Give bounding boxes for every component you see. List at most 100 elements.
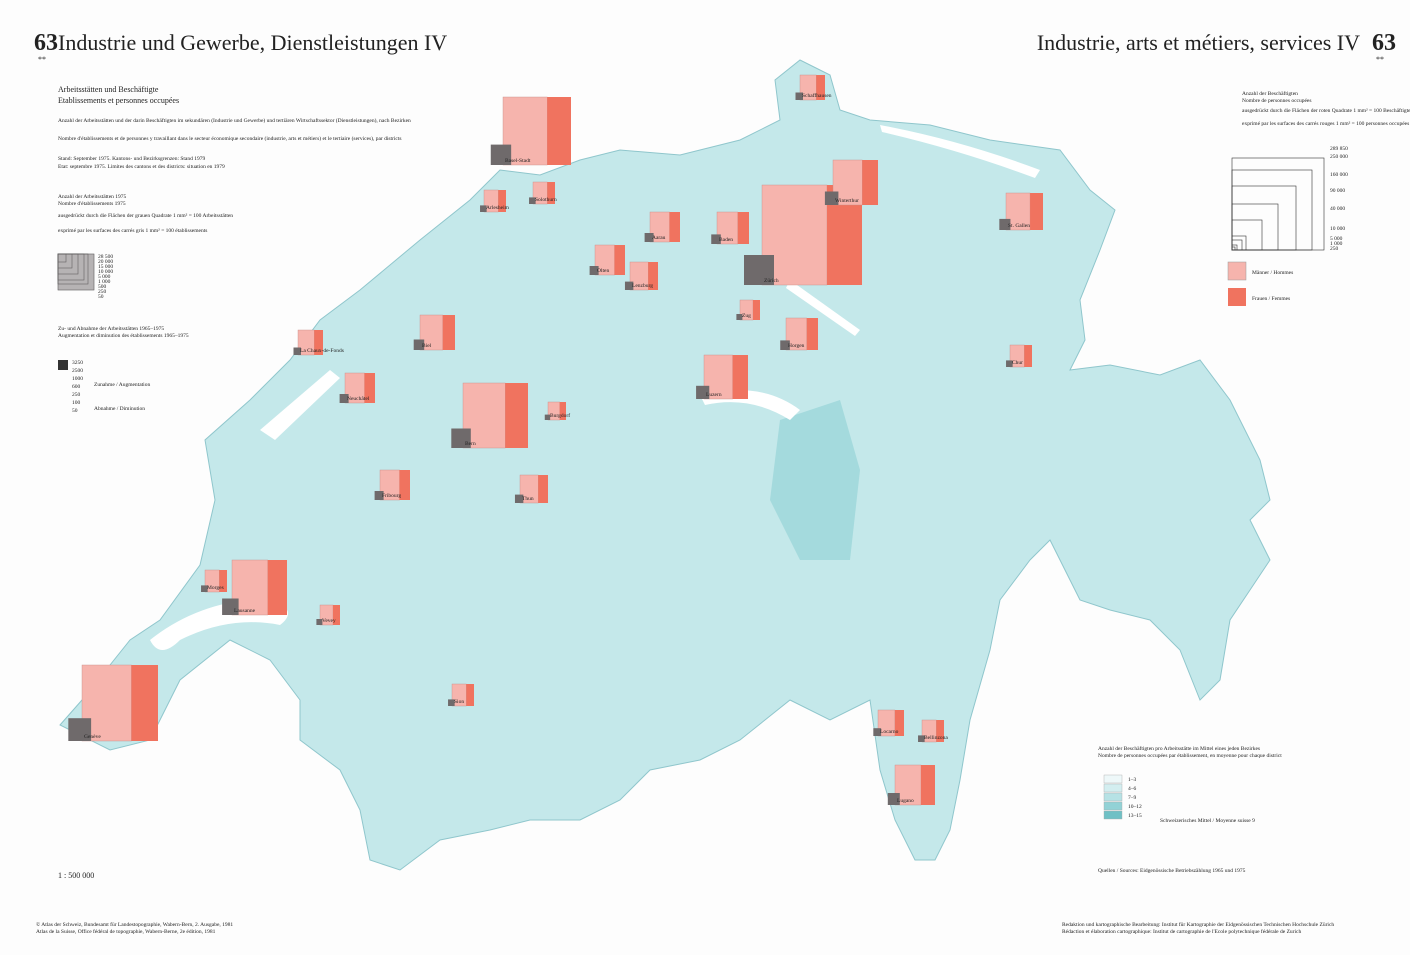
label: Zu- und Abnahme der Arbeitsstätten 1965–…: [58, 326, 164, 332]
label: ausgedrückt durch die Flächen der grauen…: [58, 213, 233, 219]
establishments: [448, 699, 455, 706]
label: Burgdorf: [550, 412, 570, 419]
label: Lausanne: [234, 608, 256, 614]
employees-women: [466, 684, 474, 706]
legend-square: [58, 360, 68, 370]
establishments: [374, 491, 384, 500]
label: Luzern: [706, 392, 722, 398]
establishments: [873, 728, 882, 736]
label: Anzahl der Arbeitsstätten und der darin …: [58, 117, 411, 124]
country-outline: [59, 59, 1271, 871]
label: Schweizerisches Mittel / Moyenne suisse …: [1160, 818, 1255, 824]
employees-women: [732, 355, 748, 399]
label: © Atlas der Schweiz, Bundesamt für Lande…: [36, 921, 233, 928]
establishments: [480, 205, 487, 212]
label: Augmentation et diminution des établisse…: [58, 333, 189, 339]
label: Atlas de la Suisse, Office fédéral de to…: [36, 928, 216, 935]
label: 7–9: [1128, 795, 1137, 801]
label: 250: [1330, 246, 1339, 252]
establishments: [451, 428, 471, 448]
establishments: [589, 266, 599, 275]
label: Arbeitsstätten und Beschäftigte: [58, 85, 159, 94]
label: Vevey: [322, 618, 336, 624]
establishments: [222, 598, 239, 615]
label: Genève: [84, 734, 101, 740]
legend-square: [1231, 246, 1236, 251]
label: 250: [98, 289, 107, 295]
label: Solothurn: [535, 197, 557, 203]
label: 1 000: [98, 279, 111, 285]
label: Sion: [454, 699, 464, 705]
label: Olten: [597, 268, 609, 274]
stars: **: [1376, 55, 1384, 64]
label: 2500: [72, 368, 83, 374]
label: 50: [72, 408, 78, 414]
establishments: [1006, 360, 1013, 367]
establishments: [918, 735, 925, 742]
establishments: [316, 619, 323, 625]
employees-women: [219, 570, 227, 592]
employees-women: [753, 300, 760, 320]
establishments: [68, 718, 92, 741]
establishments: [887, 793, 900, 805]
employees-women: [648, 262, 658, 290]
label: 1000: [72, 376, 83, 382]
label: Schaffhausen: [802, 92, 832, 99]
label: 289 850: [1330, 146, 1348, 152]
density-swatch: [1103, 792, 1123, 802]
label: Arlesheim: [486, 205, 510, 211]
establishments: [529, 197, 536, 204]
label: 250 000: [1330, 154, 1348, 160]
title-fr: Industrie, arts et métiers, services IV: [1037, 30, 1360, 55]
label: 40 000: [1330, 206, 1345, 212]
label: 1 : 500 000: [58, 871, 94, 880]
label: Aarau: [652, 235, 666, 241]
label: 600: [72, 384, 81, 390]
label: 50: [98, 294, 104, 300]
label: exprimé par les surfaces des carrés gris…: [58, 227, 207, 234]
label: 15 000: [98, 264, 113, 270]
lake-constance: [880, 125, 1040, 178]
employees-women: [1024, 345, 1032, 367]
establishments: [824, 191, 839, 205]
employees-men: [703, 354, 733, 400]
label: Zunahme / Augmentation: [94, 382, 150, 388]
label: 250: [72, 392, 81, 398]
label: Quellen / Sources: Eidgenössische Betrie…: [1098, 868, 1246, 874]
label: Nombre d'établissements 1975: [58, 201, 126, 207]
label: Bellinzona: [924, 735, 948, 741]
legend-square: [1231, 219, 1263, 251]
label: Zug: [742, 313, 751, 319]
label: Locarno: [880, 729, 899, 735]
employees-women: [399, 470, 410, 500]
label: Stand: September 1975. Kantons- und Bezi…: [58, 156, 206, 162]
label: Nombre d'établissements et de personnes …: [58, 135, 402, 142]
lake-neuchatel: [260, 370, 340, 440]
page-number: 63: [1372, 30, 1396, 56]
employees-women: [442, 315, 455, 350]
establishments: [544, 414, 551, 420]
label: Zürich: [764, 278, 779, 284]
label: Basel-Stadt: [505, 158, 531, 164]
legend-swatch: [1228, 288, 1246, 306]
stars: **: [38, 55, 46, 64]
label: 13–15: [1128, 813, 1142, 819]
label: 5 000: [98, 274, 111, 280]
label: Anzahl der Beschäftigten: [1242, 90, 1298, 97]
label: Neuchâtel: [347, 396, 370, 402]
employees-women: [936, 720, 944, 742]
label: Horgen: [788, 343, 805, 349]
label: 10 000: [1330, 226, 1345, 232]
legend-square: [58, 254, 94, 290]
label: Baden: [719, 237, 733, 243]
label: Fribourg: [382, 493, 401, 499]
establishments: [711, 234, 721, 244]
employees-women: [538, 475, 548, 503]
employees-women: [547, 97, 571, 165]
employees-women: [505, 383, 528, 448]
density-swatch: [1103, 774, 1123, 784]
label: 28 500: [98, 254, 113, 260]
label: Chur: [1012, 360, 1023, 366]
label: Thun: [522, 496, 534, 502]
